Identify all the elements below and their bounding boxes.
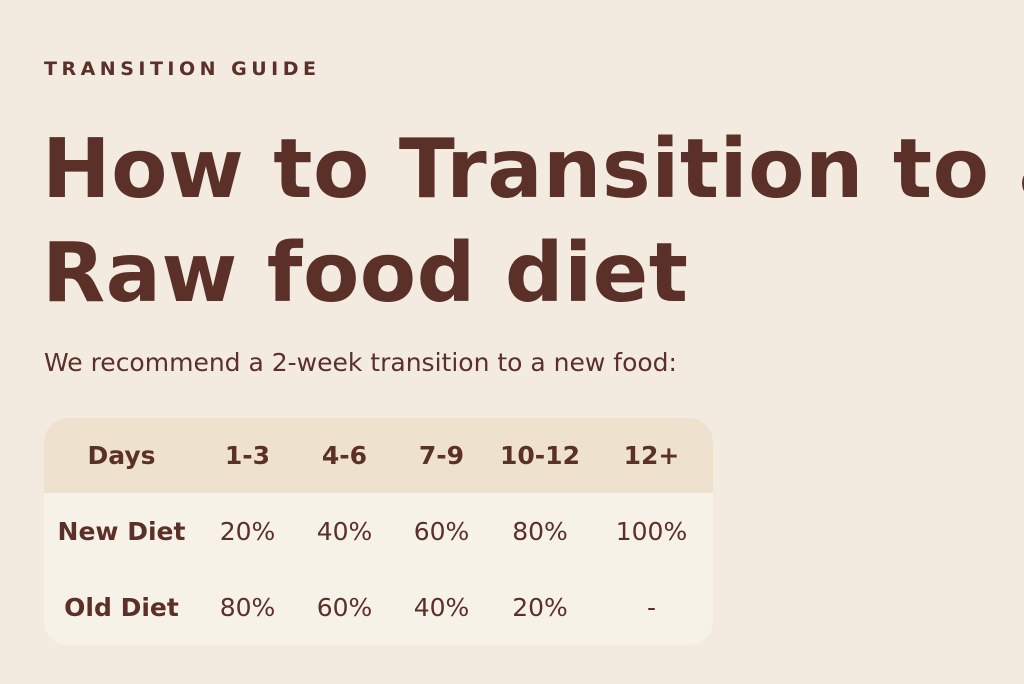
header-cell: 10-12 bbox=[500, 441, 580, 470]
table-cell: 20% bbox=[512, 592, 568, 622]
header-cell: 4-6 bbox=[321, 441, 368, 470]
table-cell: 40% bbox=[413, 592, 470, 622]
header-cell: 1-3 bbox=[224, 441, 271, 470]
row-label: New Diet bbox=[57, 516, 186, 546]
intro: We recommend a 2-week transition to a ne… bbox=[44, 348, 677, 377]
table-cell: - bbox=[646, 592, 657, 622]
table-cell: 60% bbox=[413, 516, 470, 546]
table-row: New Diet 20% 40% 60% 80% 100% bbox=[44, 493, 713, 569]
eyebrow: TRANSITION GUIDE bbox=[44, 58, 321, 80]
header-row: Days 1-3 4-6 7-9 10-12 12+ bbox=[44, 418, 713, 493]
header-cell: 7-9 bbox=[418, 441, 465, 470]
table-cell: 80% bbox=[219, 592, 276, 622]
table-cell: 40% bbox=[316, 516, 373, 546]
title-line: Raw food diet bbox=[42, 226, 689, 321]
table-cell: 100% bbox=[615, 516, 688, 546]
title-line: How to Transition to a bbox=[42, 122, 1024, 217]
table-row: Old Diet 80% 60% 40% 20% - bbox=[44, 569, 713, 645]
table-cell: 20% bbox=[219, 516, 276, 546]
table-cell: 60% bbox=[316, 592, 373, 622]
table-cell: 80% bbox=[512, 516, 568, 546]
header-cell: 12+ bbox=[623, 441, 680, 470]
row-label: Old Diet bbox=[64, 592, 179, 622]
transition-table: Days 1-3 4-6 7-9 10-12 12+ New Diet 20% 40% 60% 8… bbox=[44, 418, 713, 645]
header-cell: Days bbox=[87, 441, 156, 470]
title: How to Transition to a Raw food diet bbox=[42, 118, 1024, 326]
